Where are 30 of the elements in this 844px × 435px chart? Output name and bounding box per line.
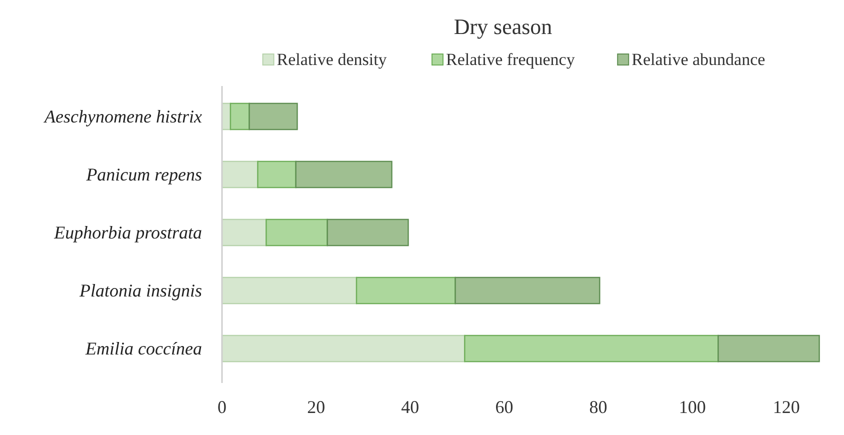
bar [266,218,328,246]
legend-label: Relative abundance [632,50,766,69]
y-tick-label: Panicum repens [85,164,202,184]
bar [464,334,719,362]
bar [221,160,258,188]
bar [221,218,267,246]
chart-title: Dry season [454,14,552,39]
x-tick-label: 60 [495,397,514,417]
bar [248,102,298,130]
y-tick-label: Platonia insignis [78,280,202,301]
bar [230,102,250,130]
bar [454,276,600,304]
bar [326,218,409,246]
bar [718,334,820,362]
y-tick-label: Euphorbia prostrata [53,222,202,242]
x-tick-label: 0 [218,397,226,417]
x-tick-label: 100 [678,397,706,417]
bar [356,276,456,304]
legend-label: Relative density [276,50,388,69]
x-tick-label: 120 [772,397,800,417]
x-tick-label: 20 [307,397,326,417]
bar [257,160,296,188]
bar [295,160,392,188]
legend-label: Relative frequency [446,50,576,69]
bar [221,276,358,304]
y-tick-label: Aeschynomene histrix [44,106,202,126]
bar [221,334,466,362]
x-tick-label: 40 [401,397,420,417]
x-tick-label: 80 [589,397,608,417]
y-tick-label: Emilia coccínea [84,338,202,359]
